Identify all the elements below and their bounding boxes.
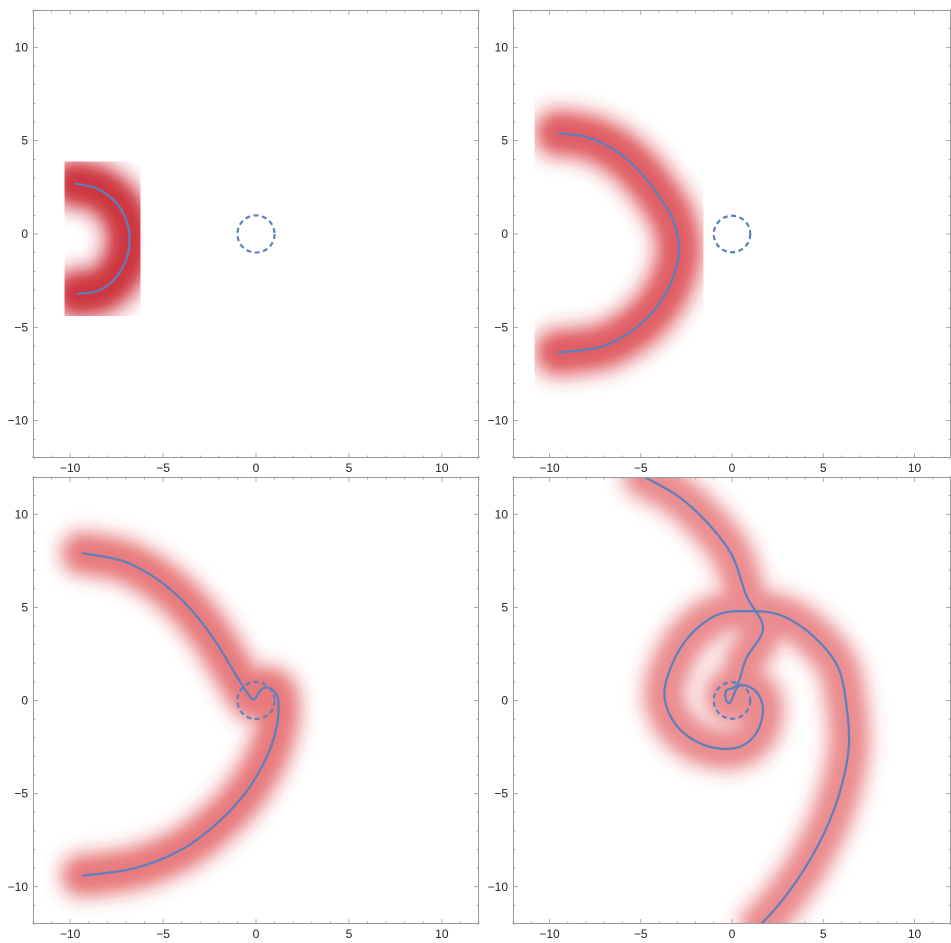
y-tick-label: 10 <box>495 40 509 54</box>
y-tick-label: −10 <box>488 880 509 894</box>
reference-circle <box>712 681 752 720</box>
y-tick-label: −5 <box>494 787 508 801</box>
y-tick-label: −10 <box>8 880 29 894</box>
x-tick-label: −5 <box>634 927 648 941</box>
y-tick-label: 5 <box>21 600 28 614</box>
x-tick-label: 5 <box>820 461 827 475</box>
panel-top-right: −10 −5 0 5 10 10 5 0 −5 −10 <box>488 9 951 475</box>
y-tick-label: 5 <box>501 600 508 614</box>
x-tick-label: −10 <box>539 927 560 941</box>
trajectory-curve <box>557 132 681 354</box>
x-tick-label: 10 <box>908 461 922 475</box>
x-tick-label: −10 <box>60 927 81 941</box>
x-tick-label: −5 <box>156 461 170 475</box>
y-tick-label: 10 <box>15 40 29 54</box>
plot-area <box>615 477 879 924</box>
y-tick-label: 5 <box>501 134 508 148</box>
plot-frame <box>513 10 951 458</box>
x-tick-label: −5 <box>156 927 170 941</box>
y-tick-label: 0 <box>21 227 28 241</box>
x-tick-label: 10 <box>908 927 922 941</box>
reference-circle <box>712 214 752 254</box>
y-tick-label: −5 <box>494 320 508 334</box>
plot-area <box>42 150 276 327</box>
x-tick-label: 5 <box>820 927 827 941</box>
x-tick-label: 0 <box>729 927 736 941</box>
x-tick-label: 0 <box>729 461 736 475</box>
plot-area <box>53 523 309 906</box>
x-tick-label: 10 <box>435 461 449 475</box>
x-tick-label: 0 <box>253 927 260 941</box>
y-tick-label: 0 <box>501 694 508 708</box>
y-tick-label: −5 <box>14 320 28 334</box>
x-tick-label: 0 <box>253 461 260 475</box>
y-tick-label: 0 <box>501 227 508 241</box>
trajectory-curve <box>643 477 851 924</box>
y-tick-label: 10 <box>495 507 509 521</box>
y-tick-label: 0 <box>21 694 28 708</box>
plot-area <box>526 101 752 385</box>
y-tick-label: −10 <box>488 414 509 428</box>
panel-top-left: −10 −5 0 5 10 10 5 0 −5 −10 <box>8 9 480 475</box>
x-tick-label: 10 <box>435 927 449 941</box>
reference-circle <box>236 214 276 254</box>
reference-circle <box>236 680 276 721</box>
panel-bottom-left: −10 −5 0 5 10 10 5 0 −5 −10 <box>8 476 480 941</box>
x-tick-label: −5 <box>634 461 648 475</box>
x-tick-label: 5 <box>346 927 353 941</box>
panel-bottom-right: −10 −5 0 5 10 10 5 0 −5 −10 <box>488 476 951 941</box>
trajectory-curve <box>82 552 280 877</box>
trajectory-curve <box>74 182 131 295</box>
x-tick-label: −10 <box>539 461 560 475</box>
x-tick-label: 5 <box>346 461 353 475</box>
y-tick-label: 5 <box>21 134 28 148</box>
y-tick-label: 10 <box>15 507 29 521</box>
y-tick-label: −5 <box>14 787 28 801</box>
x-tick-label: −10 <box>60 461 81 475</box>
y-tick-label: −10 <box>8 414 29 428</box>
